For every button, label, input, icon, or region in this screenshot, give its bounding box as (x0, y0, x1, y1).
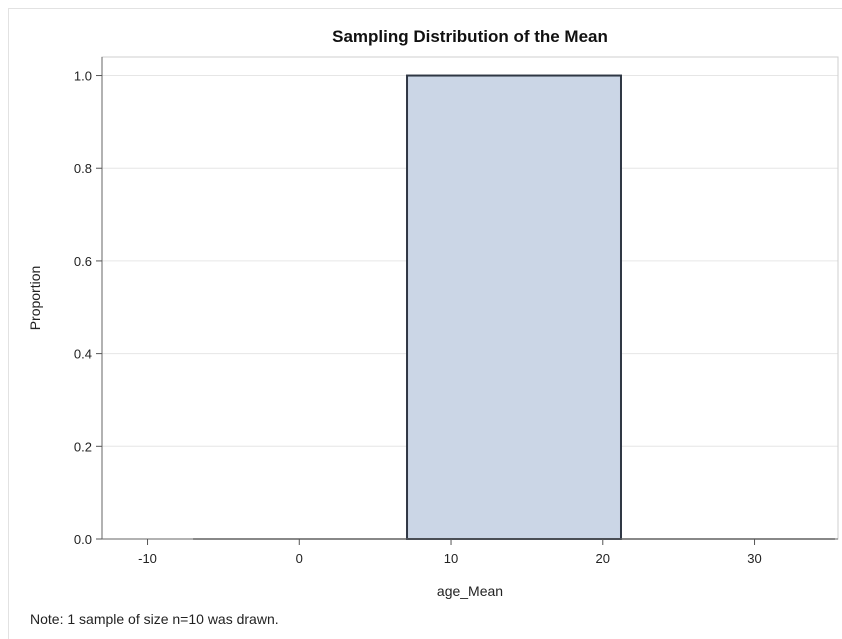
y-axis: 0.0 0.2 0.4 0.6 0.8 1.0 (74, 57, 103, 547)
y-tick-label: 0.8 (74, 161, 92, 176)
y-tick-label: 0.2 (74, 439, 92, 454)
chart-title: Sampling Distribution of the Mean (332, 27, 608, 46)
y-tick-label: 1.0 (74, 69, 92, 84)
x-tick-label: 0 (296, 551, 303, 566)
y-tick-label: 0.4 (74, 347, 92, 362)
histogram-bar (406, 74, 622, 541)
x-axis-label: age_Mean (437, 583, 503, 599)
x-tick-label: 30 (747, 551, 761, 566)
x-tick-label: 20 (596, 551, 610, 566)
x-tick-label: 10 (444, 551, 458, 566)
y-tick-label: 0.6 (74, 254, 92, 269)
y-axis-label: Proportion (27, 266, 43, 331)
bars (193, 74, 835, 541)
x-axis: -10 0 10 20 30 (102, 538, 838, 566)
chart-frame (8, 8, 842, 639)
sample-note: Note: 1 sample of size n=10 was drawn. (30, 611, 279, 627)
x-tick-label: -10 (138, 551, 157, 566)
y-tick-label: 0.0 (74, 532, 92, 547)
